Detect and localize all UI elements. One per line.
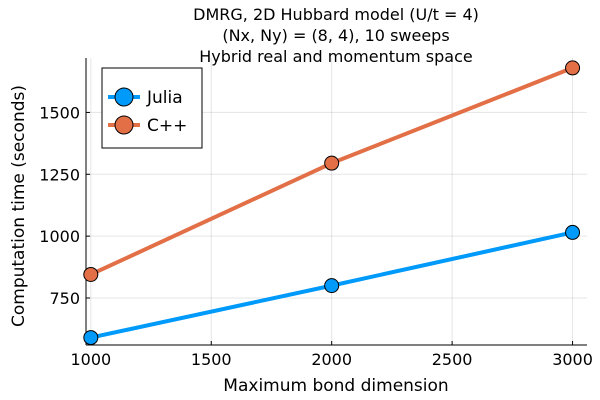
y-tick-label: 1250: [39, 165, 80, 184]
data-point-c: [324, 155, 340, 171]
legend-marker-julia: [114, 87, 134, 107]
x-tick-label: 2000: [311, 350, 352, 369]
x-tick-label: 2500: [432, 350, 473, 369]
data-point-julia: [83, 330, 99, 346]
series: [83, 60, 581, 346]
chart-title-line-2: (Nx, Ny) = (8, 4), 10 sweeps: [222, 26, 449, 45]
chart-title-line-3: Hybrid real and momentum space: [199, 47, 472, 66]
legend-label-julia: Julia: [146, 88, 183, 108]
data-point-c: [83, 266, 99, 282]
data-point-c: [565, 60, 581, 76]
legend-box: [101, 67, 203, 149]
tick-labels: 1000 1500 2000 2500 3000 750 1000 1250 1500: [39, 103, 593, 369]
data-point-julia: [565, 224, 581, 240]
y-axis-label: Computation time (seconds): [9, 85, 29, 327]
legend-label-c: C++: [147, 116, 187, 136]
y-tick-label: 1000: [39, 227, 80, 246]
data-point-julia: [324, 278, 340, 294]
y-tick-label: 750: [49, 289, 80, 308]
legend-marker-c: [114, 115, 134, 135]
x-tick-label: 1500: [191, 350, 232, 369]
legend: Julia C++: [101, 67, 203, 149]
x-tick-label: 1000: [70, 350, 111, 369]
chart-title: DMRG, 2D Hubbard model (U/t = 4) (Nx, Ny…: [193, 5, 479, 66]
y-tick-label: 1500: [39, 103, 80, 122]
x-tick-label: 3000: [552, 350, 593, 369]
x-axis-label: Maximum bond dimension: [223, 376, 448, 396]
chart-title-line-1: DMRG, 2D Hubbard model (U/t = 4): [193, 5, 479, 24]
